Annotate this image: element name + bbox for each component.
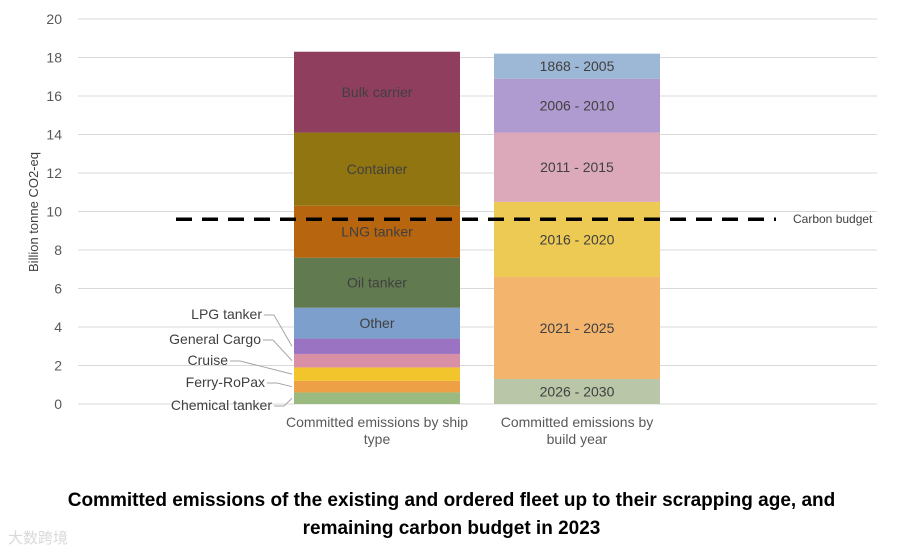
bar-segment <box>494 132 660 202</box>
stacked-bar-chart: 0 2 4 6 8 10 12 14 16 18 20 Other Oil tanker LNG tan… <box>26 11 877 447</box>
segment-label: 2006 - 2010 <box>540 98 615 114</box>
segment-label: LNG tanker <box>341 224 413 240</box>
bar-segment <box>494 53 660 79</box>
segment-label: Oil tanker <box>347 275 407 291</box>
x-category-label: type <box>364 431 391 447</box>
segment-label: 2021 - 2025 <box>540 320 615 336</box>
bar-segment <box>494 201 660 277</box>
y-tick-label: 12 <box>46 165 62 181</box>
y-tick-label: 4 <box>54 319 62 335</box>
callout-label: General Cargo <box>169 331 261 347</box>
reference-line-label: Carbon budget <box>793 212 873 226</box>
y-tick-label: 6 <box>54 281 62 297</box>
callout-label: Ferry-RoPax <box>186 374 265 390</box>
bar-segment <box>294 51 460 133</box>
segment-label: 2016 - 2020 <box>540 231 615 247</box>
callout-label: LPG tanker <box>191 306 262 322</box>
bars: Other Oil tanker LNG tanker Container Bulk c… <box>294 51 660 404</box>
bar-segment <box>494 378 660 404</box>
bar-segment <box>294 353 460 368</box>
callout-leader <box>230 360 293 375</box>
chart-title-line-1: Committed emissions of the existing and … <box>67 490 836 511</box>
x-category-label: Committed emissions by <box>501 414 654 430</box>
y-tick-label: 18 <box>46 50 62 66</box>
y-tick-label: 8 <box>54 242 62 258</box>
bar-segment <box>294 338 460 354</box>
y-tick-label: 10 <box>46 204 62 220</box>
y-axis-title: Billion tonne CO2-eq <box>26 152 41 272</box>
bar-segment <box>494 276 660 379</box>
callout-leader <box>264 314 293 347</box>
bar-segment <box>294 380 460 393</box>
carbon-budget-line: Carbon budget <box>176 212 873 226</box>
y-tick-label: 16 <box>46 88 62 104</box>
segment-label: Container <box>347 161 408 177</box>
bar-segment <box>494 78 660 133</box>
y-tick-label: 14 <box>46 127 62 143</box>
bar-segment <box>294 257 460 308</box>
y-tick-label: 2 <box>54 358 62 374</box>
segment-label: 2011 - 2015 <box>540 159 614 175</box>
segment-label: 2026 - 2030 <box>540 383 615 399</box>
callout-label: Cruise <box>188 352 229 368</box>
callouts: Chemical tanker Ferry-RoPax Cruise General … <box>169 306 293 413</box>
y-tick-label: 0 <box>54 396 62 412</box>
callout-leader <box>274 397 293 407</box>
x-category-label: build year <box>547 431 608 447</box>
segment-label: 1868 - 2005 <box>540 58 615 74</box>
bar-segment <box>294 367 460 381</box>
y-tick-label: 20 <box>46 11 62 27</box>
bar-segment <box>294 132 460 206</box>
bar-segment <box>294 307 460 339</box>
callout-leader <box>263 339 293 362</box>
chart-title-line-2: remaining carbon budget in 2023 <box>302 518 601 539</box>
bar-segment <box>294 392 460 404</box>
callout-label: Chemical tanker <box>171 397 272 413</box>
bar-segment <box>294 205 460 258</box>
segment-label: Bulk carrier <box>342 84 413 100</box>
watermark-logo: 大数跨境 <box>8 529 69 547</box>
segment-label: Other <box>359 315 394 331</box>
callout-leader <box>267 382 293 388</box>
x-category-label: Committed emissions by ship <box>286 414 468 430</box>
gridlines <box>78 18 877 405</box>
y-axis-ticks: 0 2 4 6 8 10 12 14 16 18 20 <box>46 11 62 412</box>
